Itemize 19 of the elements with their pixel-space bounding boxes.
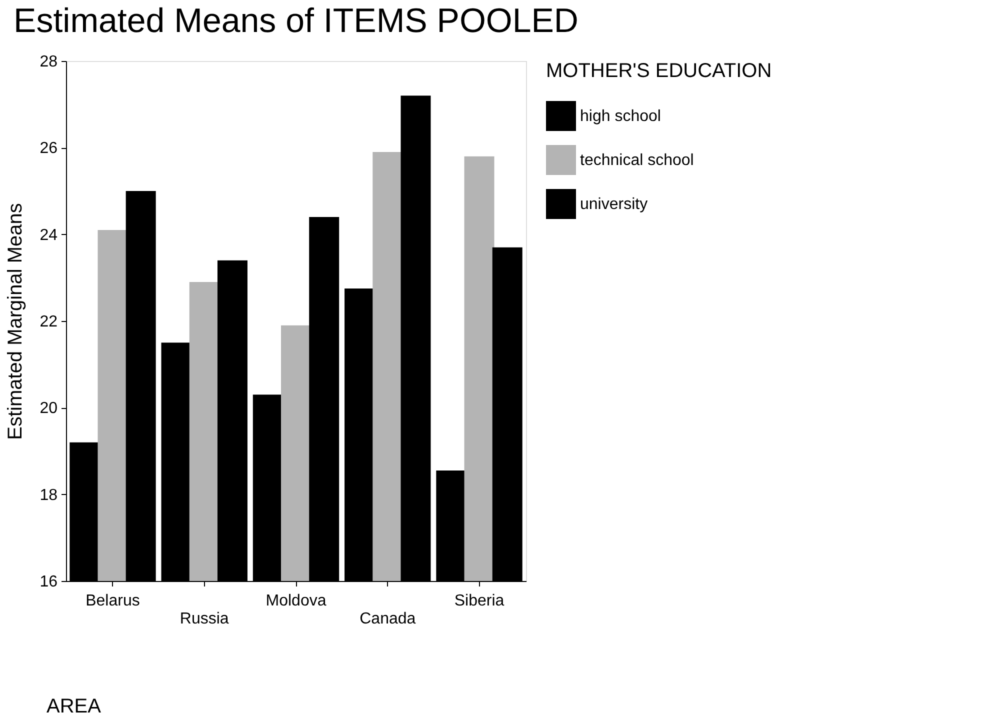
y-tick-label: 16 bbox=[40, 574, 58, 590]
y-tick-label: 24 bbox=[40, 226, 58, 244]
x-tick-label: Russia bbox=[180, 610, 229, 628]
y-tick-label: 22 bbox=[40, 314, 58, 330]
chart-title: Estimated Means of ITEMS POOLED bbox=[14, 2, 578, 40]
x-axis-title: AREA bbox=[46, 696, 102, 718]
legend-label: university bbox=[580, 196, 648, 213]
y-tick-label: 18 bbox=[40, 486, 58, 504]
x-tick-label: Canada bbox=[360, 610, 416, 628]
x-tick-label: Belarus bbox=[86, 592, 140, 610]
legend-label: high school bbox=[580, 108, 661, 125]
x-tick-label: Siberia bbox=[454, 592, 504, 610]
legend-title: MOTHER'S EDUCATION bbox=[546, 60, 772, 82]
y-tick-label: 20 bbox=[40, 400, 58, 418]
y-tick-label: 26 bbox=[40, 140, 58, 158]
y-tick-label: 28 bbox=[40, 54, 58, 70]
x-tick-label: Moldova bbox=[266, 592, 326, 610]
y-axis-title: Estimated Marginal Means bbox=[4, 203, 27, 440]
legend-label: technical school bbox=[580, 152, 694, 169]
